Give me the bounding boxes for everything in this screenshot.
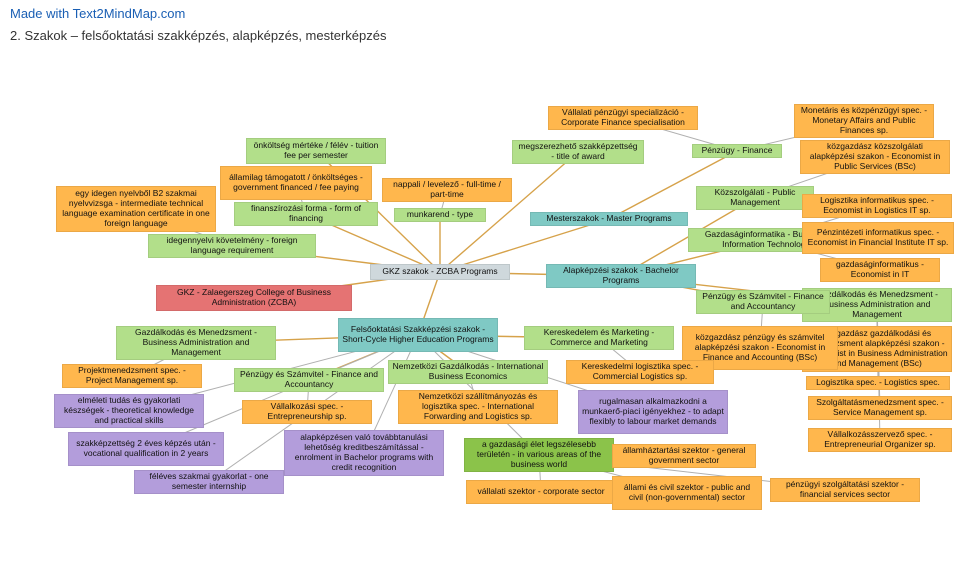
- node-govsec[interactable]: államháztartási szektor - general govern…: [612, 444, 756, 468]
- node-pubecon[interactable]: közgazdász közszolgálati alapképzési sza…: [800, 140, 950, 174]
- node-finform[interactable]: finanszírozási forma - form of financing: [234, 202, 378, 226]
- node-pmspec[interactable]: Projektmenedzsment spec. - Project Manag…: [62, 364, 202, 388]
- node-flcert[interactable]: egy idegen nyelvből B2 szakmai nyelvvizs…: [56, 186, 216, 232]
- node-ibe[interactable]: Nemzetközi Gazdálkodás - International B…: [388, 360, 548, 384]
- node-monetary[interactable]: Monetáris és közpénzügyi spec. - Monetar…: [794, 104, 934, 138]
- node-voc2y[interactable]: szakképzettség 2 éves képzés után - voca…: [68, 432, 224, 466]
- node-finacc2[interactable]: Pénzügy és Számvitel - Finance and Accou…: [234, 368, 384, 392]
- node-pubmgmt[interactable]: Közszolgálati - Public Management: [696, 186, 814, 210]
- node-credit[interactable]: alapképzésen való továbbtanulási lehetős…: [284, 430, 444, 476]
- node-comlog[interactable]: Kereskedelmi logisztika spec. - Commerci…: [566, 360, 714, 384]
- node-econit[interactable]: gazdaságinformatikus - Economist in IT: [820, 258, 940, 282]
- node-munkarend[interactable]: munkarend - type: [394, 208, 486, 222]
- node-entre[interactable]: Vállalkozási spec. - Entrepreneurship sp…: [242, 400, 372, 424]
- node-short[interactable]: Felsőoktatási Szakképzési szakok - Short…: [338, 318, 498, 352]
- node-svcmgmt[interactable]: Szolgáltatásmenedzsment spec. - Service …: [808, 396, 952, 420]
- source-link[interactable]: Made with Text2MindMap.com: [10, 6, 185, 21]
- page-title: 2. Szakok – felsőoktatási szakképzés, al…: [10, 28, 386, 43]
- node-master[interactable]: Mesterszakok - Master Programs: [530, 212, 688, 226]
- node-fulltime[interactable]: nappali / levelező - full-time / part-ti…: [382, 178, 512, 202]
- node-finit[interactable]: Pénzintézeti informatikus spec. - Econom…: [802, 222, 954, 254]
- node-sectors[interactable]: a gazdasági élet legszélesebb területén …: [464, 438, 614, 472]
- node-entreorg[interactable]: Vállalkozásszervező spec. - Entrepreneur…: [808, 428, 952, 452]
- node-tuition[interactable]: önköltség mértéke / félév - tuition fee …: [246, 138, 386, 164]
- node-theory[interactable]: elméleti tudás és gyakorlati készségek -…: [54, 394, 204, 428]
- node-corpsec[interactable]: vállalati szektor - corporate sector: [466, 480, 616, 504]
- node-adapt[interactable]: rugalmasan alkalmazkodni a munkaerő-piac…: [578, 390, 728, 434]
- node-bachelor[interactable]: Alapképzési szakok - Bachelor Programs: [546, 264, 696, 288]
- node-gkzprog[interactable]: GKZ szakok - ZCBA Programs: [370, 264, 510, 280]
- node-finance[interactable]: Pénzügy - Finance: [692, 144, 782, 158]
- node-flreq[interactable]: idegennyelvi követelmény - foreign langu…: [148, 234, 316, 258]
- node-finsrv[interactable]: pénzügyi szolgáltatási szektor - financi…: [770, 478, 920, 502]
- node-logit[interactable]: Logisztika informatikus spec. - Economis…: [802, 194, 952, 218]
- node-root[interactable]: GKZ - Zalaegerszeg College of Business A…: [156, 285, 352, 311]
- node-finacc[interactable]: Pénzügy és Számvitel - Finance and Accou…: [696, 290, 830, 314]
- node-logspec[interactable]: Logisztika spec. - Logistics spec.: [806, 376, 950, 390]
- node-govfin[interactable]: államilag támogatott / önköltséges - gov…: [220, 166, 372, 200]
- node-intfwd[interactable]: Nemzetközi szállítmányozás és logisztika…: [398, 390, 558, 424]
- node-intern[interactable]: féléves szakmai gyakorlat - one semester…: [134, 470, 284, 494]
- node-corpfin[interactable]: Vállalati pénzügyi specializáció - Corpo…: [548, 106, 698, 130]
- node-commerce[interactable]: Kereskedelem és Marketing - Commerce and…: [524, 326, 674, 350]
- node-award[interactable]: megszerezhető szakképzettség - title of …: [512, 140, 644, 164]
- node-bam2[interactable]: Gazdálkodás és Menedzsment - Business Ad…: [116, 326, 276, 360]
- node-pubcivil[interactable]: állami és civil szektor - public and civ…: [612, 476, 762, 510]
